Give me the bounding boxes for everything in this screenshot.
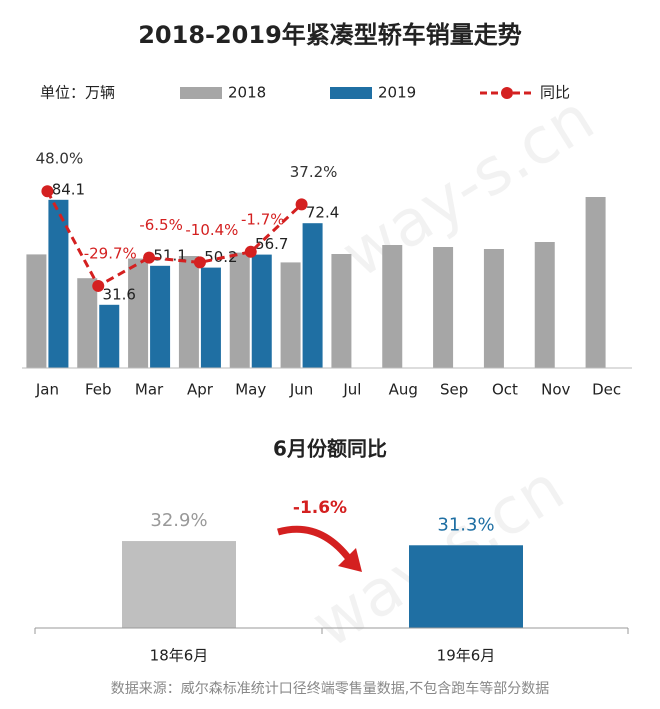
bar [585, 197, 606, 368]
legend-label: 同比 [540, 84, 570, 102]
x-tick-label: Oct [492, 381, 518, 399]
yoy-line [46, 190, 303, 288]
legend-label: 2019 [378, 84, 416, 102]
x-tick-label: May [235, 381, 266, 399]
x-tick-label: Mar [135, 381, 164, 399]
x-tick-label: Nov [541, 381, 570, 399]
bar [280, 262, 301, 368]
bar [99, 304, 120, 368]
bar-label: 84.1 [52, 180, 85, 198]
x-tick-label: Jan [35, 381, 59, 399]
bar-label: 31.3% [437, 514, 494, 535]
bar-label: 32.9% [150, 510, 207, 531]
bar [302, 223, 323, 368]
x-tick-label: 19年6月 [437, 647, 496, 665]
legend-dot [501, 87, 513, 99]
watermark: way-s.cn [329, 81, 606, 293]
bar [229, 252, 250, 368]
chart-title: 2018-2019年紧凑型轿车销量走势 [138, 21, 522, 49]
bar [433, 247, 454, 368]
x-tick-label: Feb [85, 381, 112, 399]
yoy-dot [143, 251, 156, 264]
annotation: -1.6% [293, 498, 347, 518]
bar [331, 254, 352, 368]
legend-label: 2018 [228, 84, 266, 102]
yoy-dot [92, 279, 105, 292]
bar [483, 249, 504, 368]
x-tick-label: 18年6月 [150, 647, 209, 665]
yoy-dot [295, 198, 308, 211]
bar [382, 245, 403, 368]
chart-title: 6月份额同比 [273, 437, 387, 461]
yoy-label: -6.5% [139, 216, 183, 234]
bar [178, 256, 199, 368]
x-tick-label: Dec [592, 381, 621, 399]
bar [122, 541, 236, 628]
yoy-label: -29.7% [84, 244, 137, 262]
legend-swatch [180, 87, 222, 99]
yoy-label: 48.0% [36, 150, 84, 168]
bar [150, 265, 171, 368]
bar-label: 31.6 [103, 285, 136, 303]
bar [48, 199, 69, 368]
bar [251, 254, 272, 368]
bar [409, 545, 523, 628]
bar [128, 258, 149, 368]
x-tick-label: Jun [289, 381, 313, 399]
yoy-label: -10.4% [185, 221, 238, 239]
bar [534, 242, 555, 368]
yoy-label: 37.2% [290, 163, 338, 181]
x-tick-label: Apr [187, 381, 214, 399]
legend-swatch [330, 87, 372, 99]
yoy-dot [193, 256, 206, 269]
x-tick-label: Jul [342, 381, 361, 399]
arrow-head [338, 548, 362, 572]
bar [77, 278, 98, 368]
bar [200, 267, 221, 368]
yoy-label: -1.7% [241, 210, 285, 228]
unit-label: 单位：万辆 [40, 84, 115, 102]
x-tick-label: Sep [440, 381, 468, 399]
source-note: 数据来源：威尔森标准统计口径终端零售量数据,不包含跑车等部分数据 [111, 680, 549, 697]
bar [26, 254, 47, 368]
x-tick-label: Aug [389, 381, 418, 399]
bar-label: 72.4 [306, 204, 339, 222]
arrow [277, 525, 353, 563]
yoy-dot [244, 245, 257, 258]
yoy-dot [41, 185, 54, 198]
